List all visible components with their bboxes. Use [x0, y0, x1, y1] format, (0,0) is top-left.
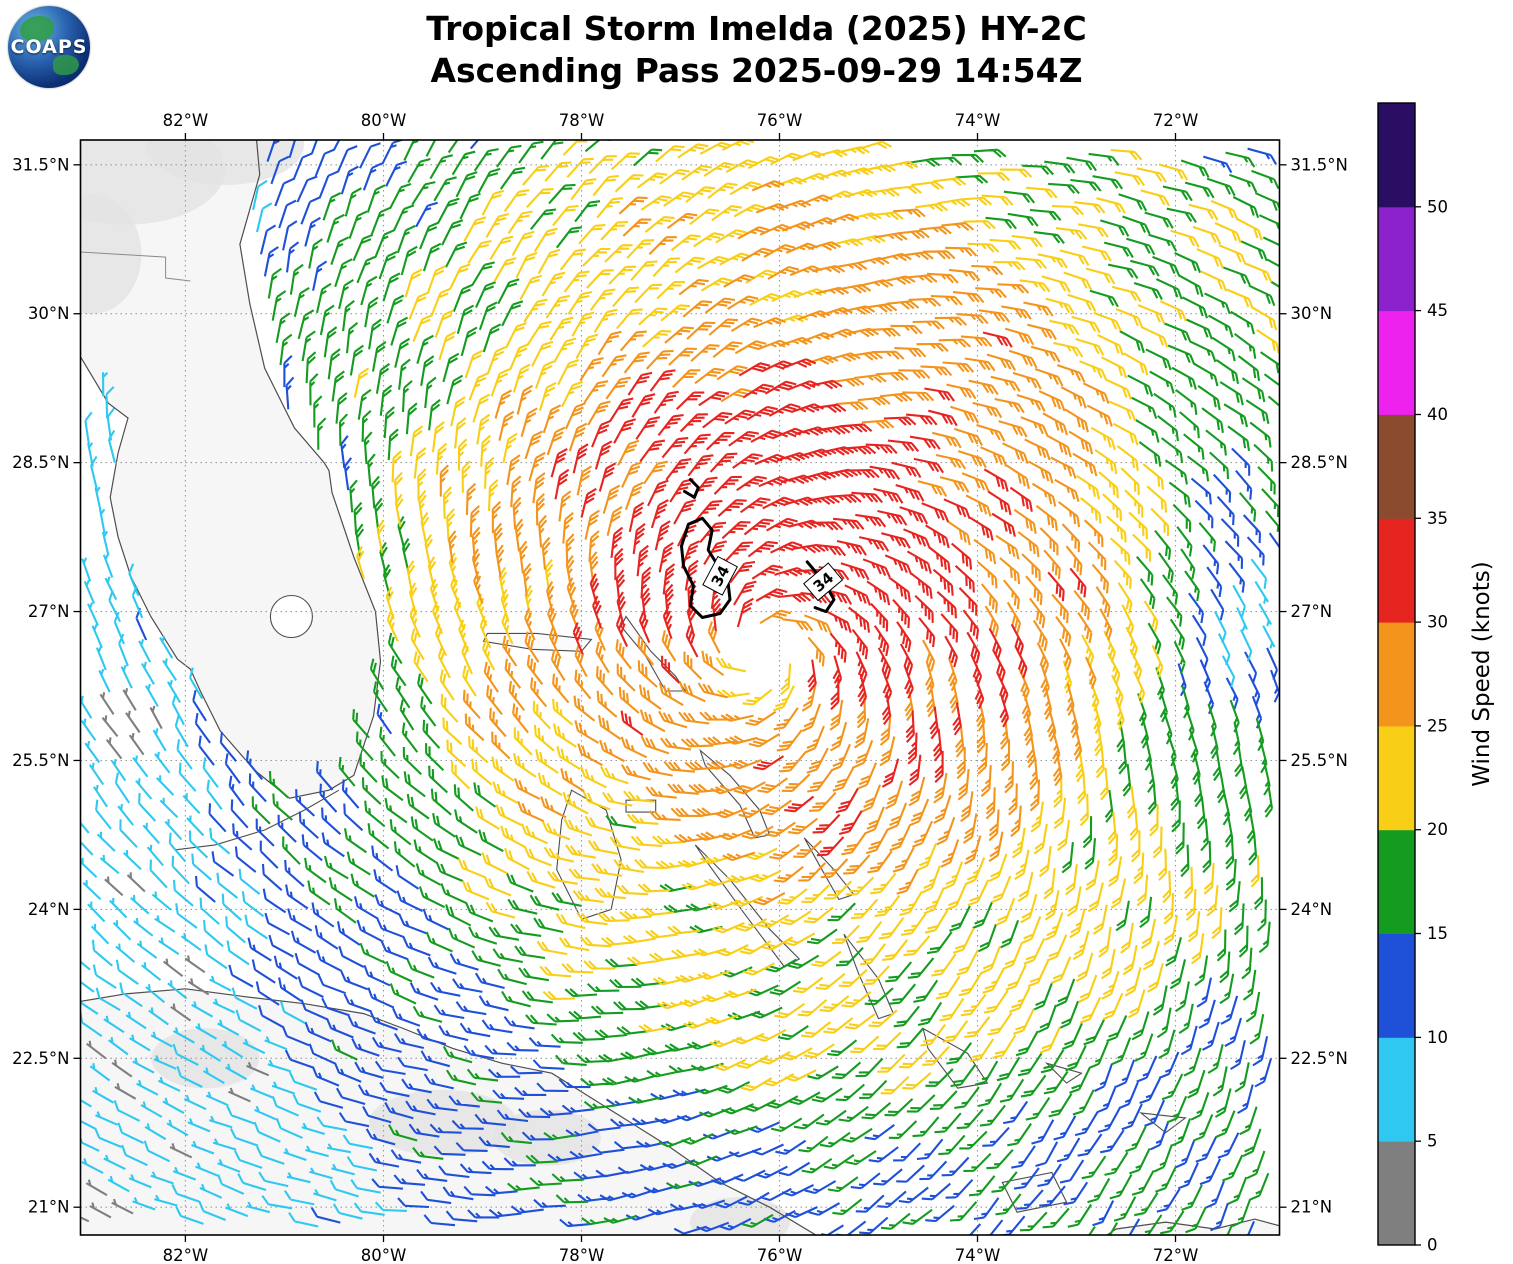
svg-text:78°W: 78°W — [559, 111, 605, 130]
svg-text:0: 0 — [1427, 1236, 1438, 1255]
svg-text:24°N: 24°N — [1291, 900, 1333, 919]
figure-title: Tropical Storm Imelda (2025) HY-2C Ascen… — [0, 8, 1513, 92]
svg-text:22.5°N: 22.5°N — [1291, 1049, 1348, 1068]
svg-text:25.5°N: 25.5°N — [12, 751, 69, 770]
svg-text:25.5°N: 25.5°N — [1291, 751, 1348, 770]
svg-text:30: 30 — [1427, 613, 1448, 632]
svg-text:35: 35 — [1427, 509, 1448, 528]
svg-text:82°W: 82°W — [163, 111, 209, 130]
coaps-logo: COAPS — [8, 6, 90, 88]
map-land — [80, 140, 1280, 1235]
svg-text:21°N: 21°N — [28, 1198, 70, 1217]
svg-text:74°W: 74°W — [955, 111, 1001, 130]
svg-text:22.5°N: 22.5°N — [12, 1049, 69, 1068]
svg-text:80°W: 80°W — [361, 1246, 407, 1264]
svg-text:21°N: 21°N — [1291, 1198, 1333, 1217]
svg-text:30°N: 30°N — [28, 304, 70, 323]
map-frame: 82°W 82°W 80°W 80°W 78°W 78°W 76°W 76°W 74°W 74°W… — [12, 111, 1348, 1264]
svg-text:72°W: 72°W — [1153, 1246, 1199, 1264]
coaps-logo-text: COAPS — [10, 36, 88, 58]
svg-text:30°N: 30°N — [1291, 304, 1333, 323]
svg-text:25: 25 — [1427, 716, 1448, 735]
svg-text:50: 50 — [1427, 197, 1448, 216]
svg-text:78°W: 78°W — [559, 1246, 605, 1264]
svg-text:72°W: 72°W — [1153, 111, 1199, 130]
svg-text:31.5°N: 31.5°N — [1291, 155, 1348, 174]
svg-text:28.5°N: 28.5°N — [1291, 453, 1348, 472]
svg-text:27°N: 27°N — [28, 602, 70, 621]
isotach-34-contour: 34 34 — [680, 478, 844, 619]
svg-text:5: 5 — [1427, 1132, 1438, 1151]
svg-text:28.5°N: 28.5°N — [12, 453, 69, 472]
svg-text:40: 40 — [1427, 405, 1448, 424]
svg-text:45: 45 — [1427, 301, 1448, 320]
colorbar: 0 5 10 15 20 25 30 35 40 45 50 Wind Speed (knots) — [1377, 102, 1495, 1255]
svg-text:80°W: 80°W — [361, 111, 407, 130]
svg-text:76°W: 76°W — [757, 111, 803, 130]
title-line1: Tropical Storm Imelda (2025) HY-2C — [426, 9, 1087, 48]
axis-tick-labels: 82°W 82°W 80°W 80°W 78°W 78°W 76°W 76°W 74°W 74°W… — [12, 111, 1348, 1264]
title-line2: Ascending Pass 2025-09-29 14:54Z — [430, 51, 1083, 90]
svg-text:10: 10 — [1427, 1028, 1448, 1047]
barb-field — [80, 140, 1280, 1235]
svg-text:76°W: 76°W — [757, 1246, 803, 1264]
svg-text:20: 20 — [1427, 820, 1448, 839]
svg-text:24°N: 24°N — [28, 900, 70, 919]
svg-text:31.5°N: 31.5°N — [12, 155, 69, 174]
svg-text:82°W: 82°W — [163, 1246, 209, 1264]
svg-text:27°N: 27°N — [1291, 602, 1333, 621]
svg-text:15: 15 — [1427, 924, 1448, 943]
svg-text:74°W: 74°W — [955, 1246, 1001, 1264]
svg-text:Wind Speed (knots): Wind Speed (knots) — [1469, 561, 1495, 786]
